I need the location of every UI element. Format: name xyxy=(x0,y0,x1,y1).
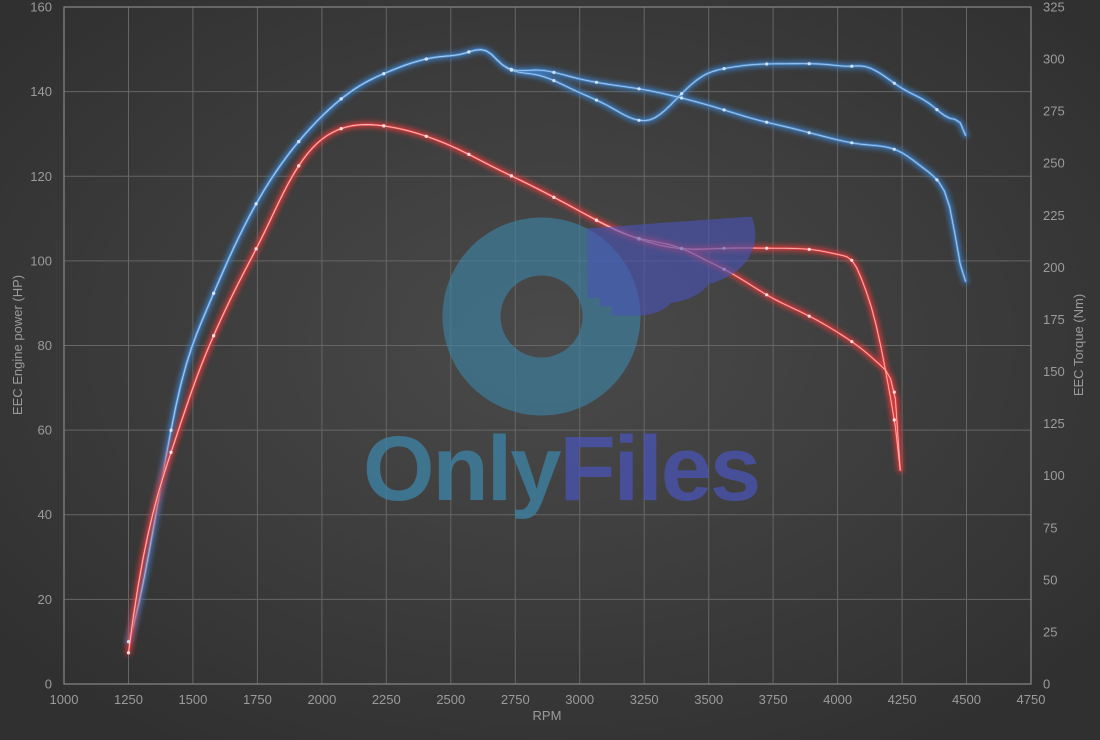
svg-text:75: 75 xyxy=(1043,520,1057,535)
svg-text:3750: 3750 xyxy=(759,692,788,707)
svg-text:275: 275 xyxy=(1043,104,1065,119)
svg-text:120: 120 xyxy=(30,169,52,184)
svg-text:60: 60 xyxy=(38,423,52,438)
svg-text:3500: 3500 xyxy=(694,692,723,707)
svg-text:200: 200 xyxy=(1043,260,1065,275)
svg-text:4500: 4500 xyxy=(952,692,981,707)
svg-text:4250: 4250 xyxy=(888,692,917,707)
svg-text:2750: 2750 xyxy=(501,692,530,707)
svg-text:300: 300 xyxy=(1043,52,1065,67)
svg-text:3250: 3250 xyxy=(630,692,659,707)
svg-text:250: 250 xyxy=(1043,156,1065,171)
svg-text:2250: 2250 xyxy=(372,692,401,707)
svg-text:50: 50 xyxy=(1043,572,1057,587)
svg-text:RPM: RPM xyxy=(533,708,562,723)
svg-text:125: 125 xyxy=(1043,416,1065,431)
svg-text:OnlyFiles: OnlyFiles xyxy=(363,418,759,520)
svg-text:80: 80 xyxy=(38,338,52,353)
svg-text:EEC Engine power (HP): EEC Engine power (HP) xyxy=(10,275,25,415)
svg-text:100: 100 xyxy=(1043,468,1065,483)
svg-text:4000: 4000 xyxy=(823,692,852,707)
svg-text:1500: 1500 xyxy=(178,692,207,707)
svg-text:3000: 3000 xyxy=(565,692,594,707)
svg-text:325: 325 xyxy=(1043,0,1065,15)
svg-text:40: 40 xyxy=(38,507,52,522)
svg-text:225: 225 xyxy=(1043,208,1065,223)
svg-text:4750: 4750 xyxy=(1017,692,1046,707)
svg-text:160: 160 xyxy=(30,0,52,15)
svg-text:1750: 1750 xyxy=(243,692,272,707)
svg-text:1250: 1250 xyxy=(114,692,143,707)
svg-text:25: 25 xyxy=(1043,624,1057,639)
svg-text:0: 0 xyxy=(45,677,52,692)
svg-text:2500: 2500 xyxy=(436,692,465,707)
svg-text:20: 20 xyxy=(38,592,52,607)
svg-text:1000: 1000 xyxy=(50,692,79,707)
svg-text:EEC Torque (Nm): EEC Torque (Nm) xyxy=(1071,294,1086,396)
svg-text:0: 0 xyxy=(1043,677,1050,692)
svg-text:175: 175 xyxy=(1043,312,1065,327)
svg-text:100: 100 xyxy=(30,253,52,268)
svg-text:150: 150 xyxy=(1043,364,1065,379)
svg-text:140: 140 xyxy=(30,84,52,99)
svg-text:2000: 2000 xyxy=(307,692,336,707)
